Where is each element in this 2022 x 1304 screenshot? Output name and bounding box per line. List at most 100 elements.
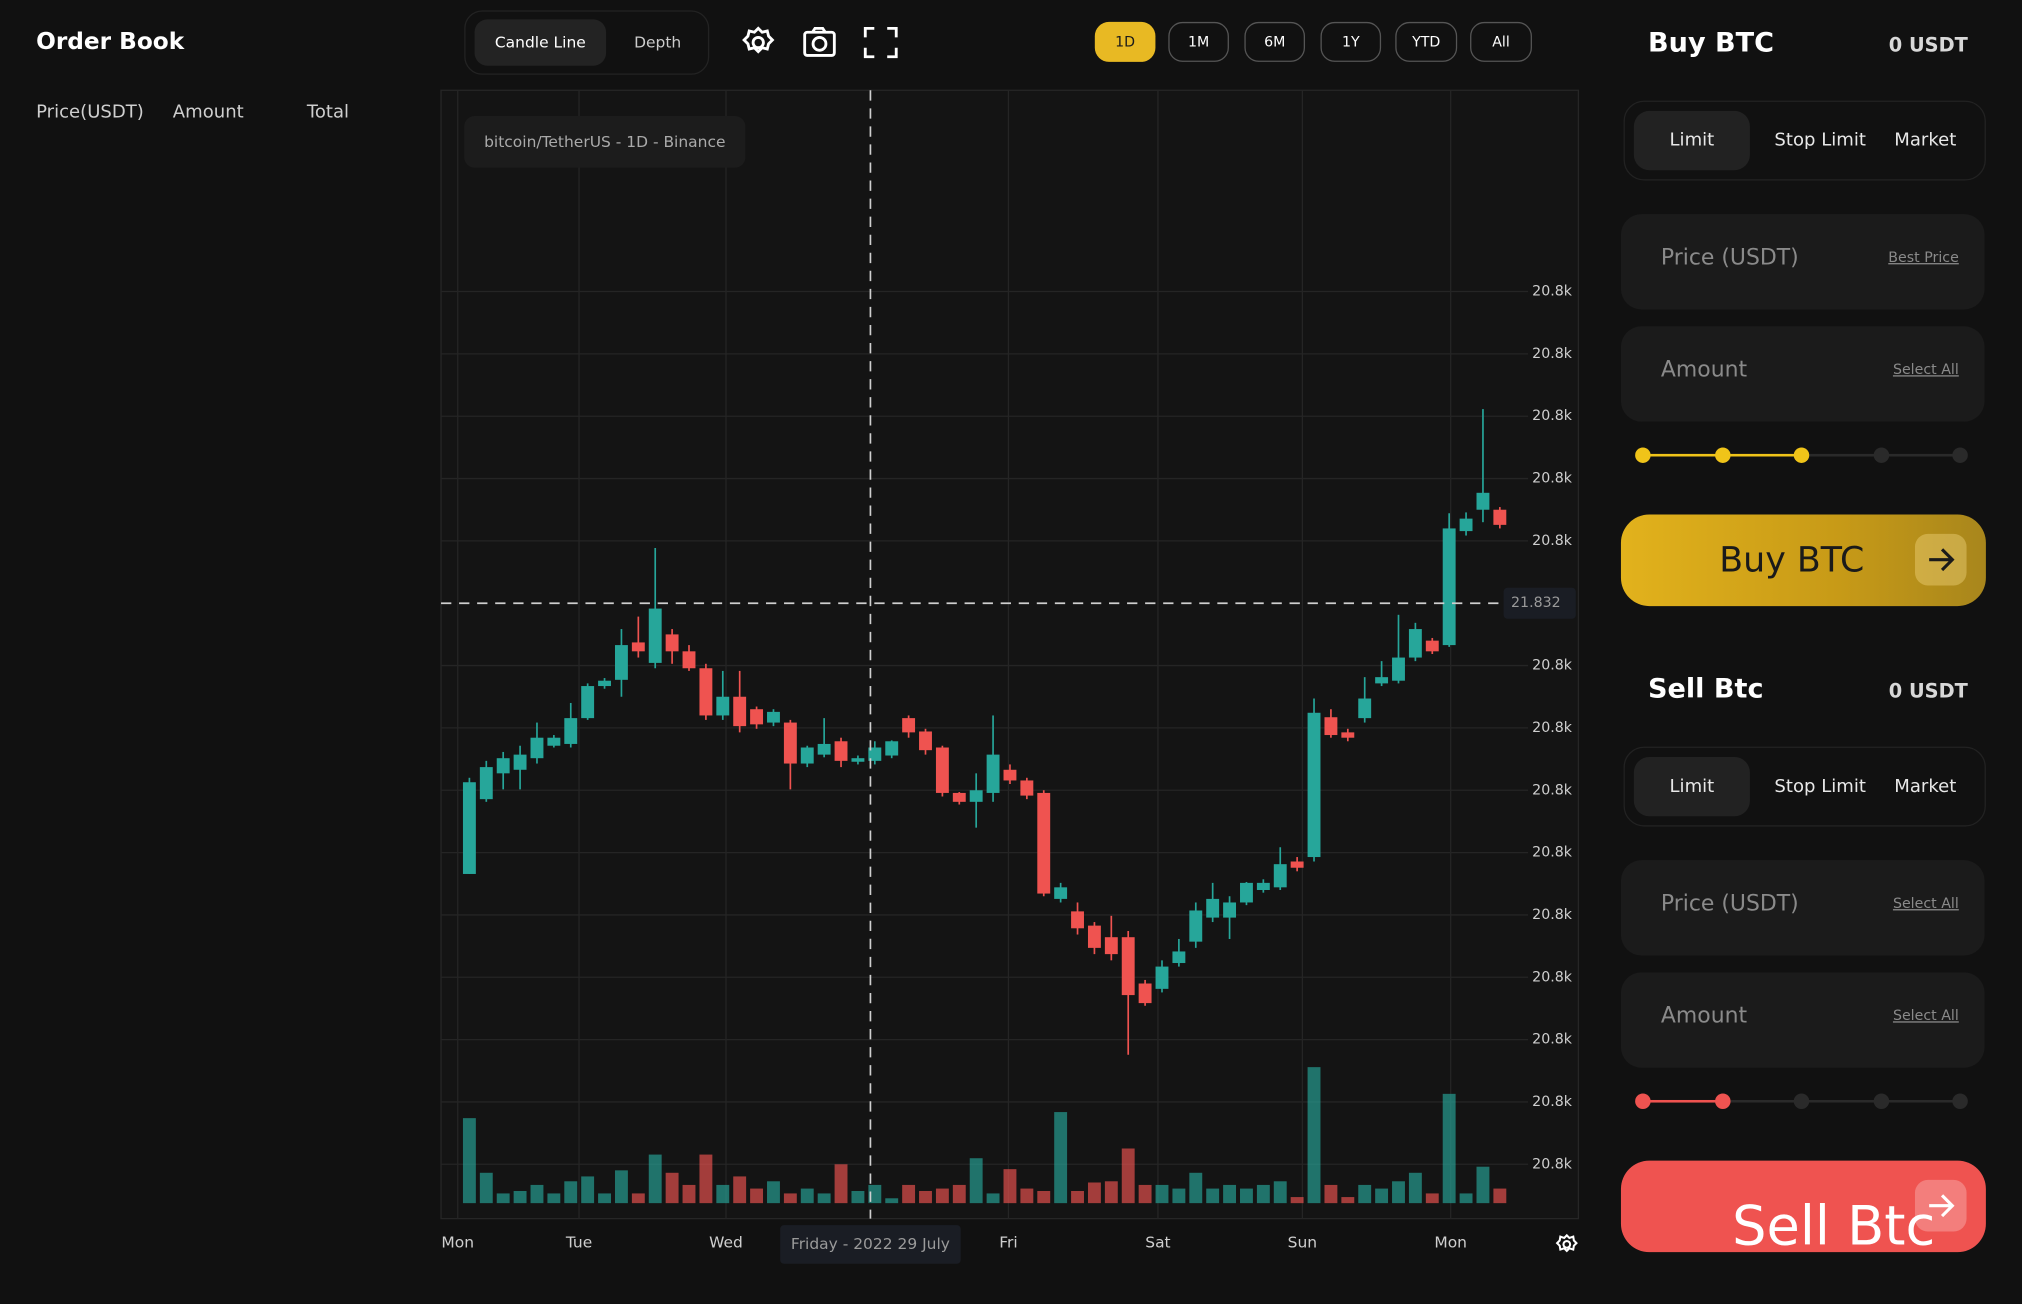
volume-bar (800, 1188, 814, 1204)
candle-body (952, 792, 966, 802)
candle-body (1003, 769, 1017, 781)
range-button[interactable]: 6M (1244, 21, 1306, 62)
range-button[interactable]: YTD (1395, 21, 1458, 62)
y-tick-label: 20.8k (1532, 969, 1573, 985)
crosshair-y-label: 21.832 (1511, 595, 1561, 611)
candle-body (564, 718, 578, 744)
order-type-tabs: Limit Stop Limit Market (1623, 746, 1986, 827)
x-tick-label: Mon (441, 1234, 474, 1252)
volume-bar (1003, 1169, 1017, 1204)
candle-body (462, 782, 476, 874)
field-label: Amount (1660, 357, 1748, 383)
volume-bar (1206, 1188, 1220, 1204)
amount-slider[interactable] (1635, 442, 1970, 468)
column-header: Price(USDT) (36, 101, 144, 123)
candle-body (1138, 983, 1152, 1004)
volume-bar (1104, 1181, 1118, 1204)
volume-bar (1071, 1190, 1084, 1204)
arrow-icon (1914, 533, 1967, 586)
volume-bar (547, 1193, 561, 1204)
x-tick-label: Fri (999, 1234, 1017, 1252)
volume-bar (1223, 1184, 1237, 1204)
order-type-tab[interactable]: Stop Limit (1774, 776, 1866, 797)
screenshot-icon[interactable] (803, 26, 836, 57)
volume-bar (1054, 1112, 1068, 1204)
column-header: Amount (172, 101, 244, 123)
slider-dot (1873, 1093, 1889, 1110)
chart-settings-icon[interactable] (1555, 1233, 1578, 1253)
y-tick-label: 20.8k (1532, 284, 1573, 300)
order-type-tab[interactable]: Limit (1633, 110, 1750, 171)
input-field[interactable]: Amount Select All (1620, 326, 1985, 422)
order-type-tab[interactable]: Market (1894, 130, 1957, 151)
volume-bar (969, 1158, 983, 1204)
submit-button[interactable]: Buy BTC (1620, 514, 1986, 607)
volume-bar (1324, 1184, 1338, 1204)
candle-body (1290, 861, 1304, 868)
volume-bar (1240, 1188, 1253, 1204)
order-type-tab[interactable]: Limit (1633, 756, 1750, 817)
input-field[interactable]: Price (USDT) Select All (1620, 860, 1985, 956)
input-field[interactable]: Price (USDT) Best Price (1620, 214, 1985, 310)
order-type-tab[interactable]: Stop Limit (1774, 130, 1866, 151)
candle-body (496, 758, 510, 774)
input-field[interactable]: Amount Select All (1620, 972, 1985, 1068)
volume-bar (1459, 1193, 1473, 1204)
y-tick-label: 20.8k (1532, 471, 1573, 487)
y-tick-label: 20.8k (1532, 845, 1573, 861)
fullscreen-icon[interactable] (863, 26, 898, 59)
candle-body (817, 743, 831, 755)
candle-body (1307, 712, 1321, 858)
candle-body (1324, 717, 1338, 736)
candle-body (885, 741, 899, 756)
candle-body (547, 737, 561, 746)
candle-body (800, 747, 814, 764)
volume-bar (783, 1193, 797, 1204)
candle-body (665, 634, 679, 652)
volume-bar (1020, 1188, 1034, 1204)
range-button[interactable]: 1M (1168, 21, 1229, 62)
volume-bar (1290, 1197, 1304, 1204)
field-action[interactable]: Select All (1892, 361, 1959, 378)
slider-dot (1714, 447, 1730, 463)
slider-dot (1793, 447, 1810, 463)
candle-body (1071, 911, 1084, 929)
crosshair-x-label: Friday - 2022 29 July (791, 1235, 950, 1253)
volume-bar (1138, 1184, 1152, 1204)
toolbar-icons (742, 26, 1578, 1253)
slider-dot (1793, 1093, 1810, 1110)
candle-body (1172, 951, 1186, 964)
y-tick-label: 20.8k (1532, 1094, 1573, 1110)
candle-body (1020, 780, 1034, 796)
volume-bar (1493, 1188, 1507, 1204)
volume-bar (750, 1188, 764, 1204)
candle-body (1223, 902, 1237, 918)
arrow-icon (1914, 1179, 1967, 1232)
order-type-tab[interactable]: Market (1894, 776, 1957, 797)
field-action[interactable]: Best Price (1888, 248, 1959, 266)
field-action[interactable]: Select All (1892, 1007, 1959, 1024)
volume-bar (530, 1184, 544, 1204)
view-tab[interactable]: Candle Line (474, 19, 607, 66)
volume-bar (682, 1184, 696, 1204)
view-tab[interactable]: Depth (634, 33, 682, 52)
settings-icon[interactable] (742, 26, 775, 54)
amount-slider[interactable] (1635, 1088, 1970, 1114)
submit-button[interactable]: Sell Btc (1620, 1160, 1986, 1253)
volume-bar (902, 1184, 916, 1204)
candle-body (750, 709, 764, 725)
slider-dot (1873, 447, 1889, 463)
order-type-tabs: Limit Stop Limit Market (1623, 100, 1986, 181)
volume-bar (1392, 1181, 1405, 1204)
volume-bar (817, 1193, 831, 1204)
candle-body (1459, 518, 1473, 532)
volume-bar (648, 1154, 662, 1204)
volume-bar (851, 1190, 865, 1204)
range-button[interactable]: 1D (1094, 21, 1156, 62)
range-button[interactable]: All (1470, 21, 1532, 62)
arrow (1929, 548, 1955, 572)
slider-dot (1952, 447, 1968, 463)
field-action[interactable]: Select All (1892, 894, 1959, 912)
range-button[interactable]: 1Y (1320, 21, 1382, 62)
